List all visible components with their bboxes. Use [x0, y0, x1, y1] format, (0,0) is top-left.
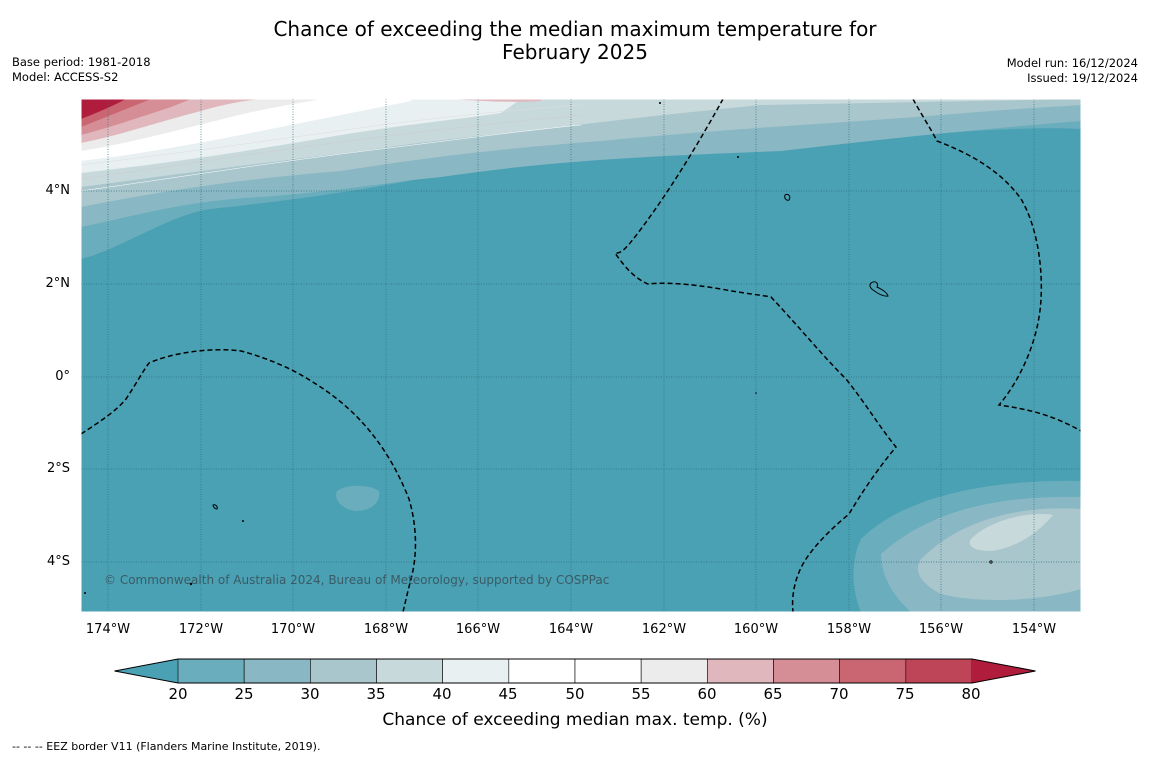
legend-segment	[442, 658, 510, 684]
legend-tick-35: 35	[366, 685, 386, 703]
lon-label-164w: 164°W	[548, 622, 594, 637]
lon-label-170w: 170°W	[270, 622, 316, 637]
legend-segment	[640, 658, 708, 684]
map-title: Chance of exceeding the median maximum t…	[0, 18, 1150, 64]
title-line-1: Chance of exceeding the median maximum t…	[273, 17, 877, 41]
legend-tick-40: 40	[432, 685, 452, 703]
island	[84, 592, 86, 594]
lat-label-4n: 4°N	[45, 183, 71, 198]
legend-arrow-low	[114, 659, 178, 683]
issued-date: Issued: 19/12/2024	[1027, 71, 1138, 85]
band-65-small	[451, 99, 541, 102]
legend-tick-45: 45	[498, 685, 518, 703]
legend-tick-50: 50	[565, 685, 585, 703]
legend-tick-60: 60	[697, 685, 717, 703]
grid-lines	[81, 99, 1081, 612]
contour-line	[81, 104, 582, 166]
legend-tick-65: 65	[763, 685, 783, 703]
lon-label-156w: 156°W	[918, 622, 964, 637]
legend-segment	[508, 658, 576, 684]
island	[189, 582, 193, 586]
island	[869, 281, 889, 297]
model-name: Model: ACCESS-S2	[12, 70, 119, 84]
lon-label-154w: 154°W	[1011, 622, 1057, 637]
legend-segment	[839, 658, 907, 684]
copyright-text: © Commonwealth of Australia 2024, Bureau…	[104, 573, 610, 587]
legend-tick-75: 75	[895, 685, 915, 703]
band-80	[81, 99, 126, 119]
legend-segments	[114, 658, 1036, 684]
lon-label-168w: 168°W	[363, 622, 409, 637]
legend-segment	[773, 658, 840, 684]
lon-label-158w: 158°W	[826, 622, 872, 637]
lat-label-2n: 2°N	[45, 276, 71, 291]
title-line-2: February 2025	[502, 40, 648, 64]
legend-title: Chance of exceeding median max. temp. (%…	[382, 710, 768, 730]
base-period: Base period: 1981-2018	[12, 55, 151, 69]
legend-segment	[905, 658, 973, 684]
legend-segment	[376, 658, 443, 684]
map-panel	[81, 99, 1081, 612]
lon-label-166w: 166°W	[455, 622, 501, 637]
eez-border-central	[613, 99, 897, 612]
contour-line	[81, 114, 582, 180]
lon-label-162w: 162°W	[641, 622, 687, 637]
legend-segment	[243, 658, 311, 684]
legend-segment	[310, 658, 377, 684]
legend-arrow-high	[972, 659, 1036, 683]
map-svg	[81, 99, 1081, 612]
legend-tick-30: 30	[300, 685, 320, 703]
island	[212, 504, 218, 510]
lat-label-2s: 2°S	[46, 461, 70, 476]
island	[784, 194, 791, 201]
contour-line	[81, 124, 582, 192]
island	[755, 392, 757, 394]
lon-label-172w: 172°W	[178, 622, 224, 637]
lat-label-4s: 4°S	[46, 554, 70, 569]
legend-tick-55: 55	[631, 685, 651, 703]
eez-border-east	[912, 99, 1081, 432]
legend-tick-25: 25	[234, 685, 254, 703]
island	[737, 156, 739, 158]
legend-colorbar	[114, 658, 1036, 684]
lon-label-174w: 174°W	[85, 622, 131, 637]
se-band-35	[917, 508, 1081, 601]
legend-segment	[707, 658, 774, 684]
island	[989, 560, 993, 564]
metadata-left: Base period: 1981-2018 Model: ACCESS-S2	[12, 55, 151, 85]
lon-label-160w: 160°W	[733, 622, 779, 637]
island	[242, 520, 244, 522]
eez-border-west	[81, 349, 417, 612]
se-band-40	[969, 514, 1053, 551]
legend-tick-20: 20	[168, 685, 188, 703]
legend-outline	[114, 658, 1036, 684]
patch-25	[336, 485, 380, 511]
legend-segment	[177, 658, 245, 684]
model-run: Model run: 16/12/2024	[1006, 56, 1138, 70]
metadata-right: Model run: 16/12/2024 Issued: 19/12/2024	[1007, 56, 1138, 86]
eez-footnote: -- -- -- EEZ border V11 (Flanders Marine…	[12, 740, 321, 753]
legend-tick-80: 80	[961, 685, 981, 703]
legend-tick-70: 70	[829, 685, 849, 703]
legend-segment	[574, 658, 642, 684]
lat-label-0: 0°	[55, 369, 70, 384]
island	[659, 102, 661, 104]
